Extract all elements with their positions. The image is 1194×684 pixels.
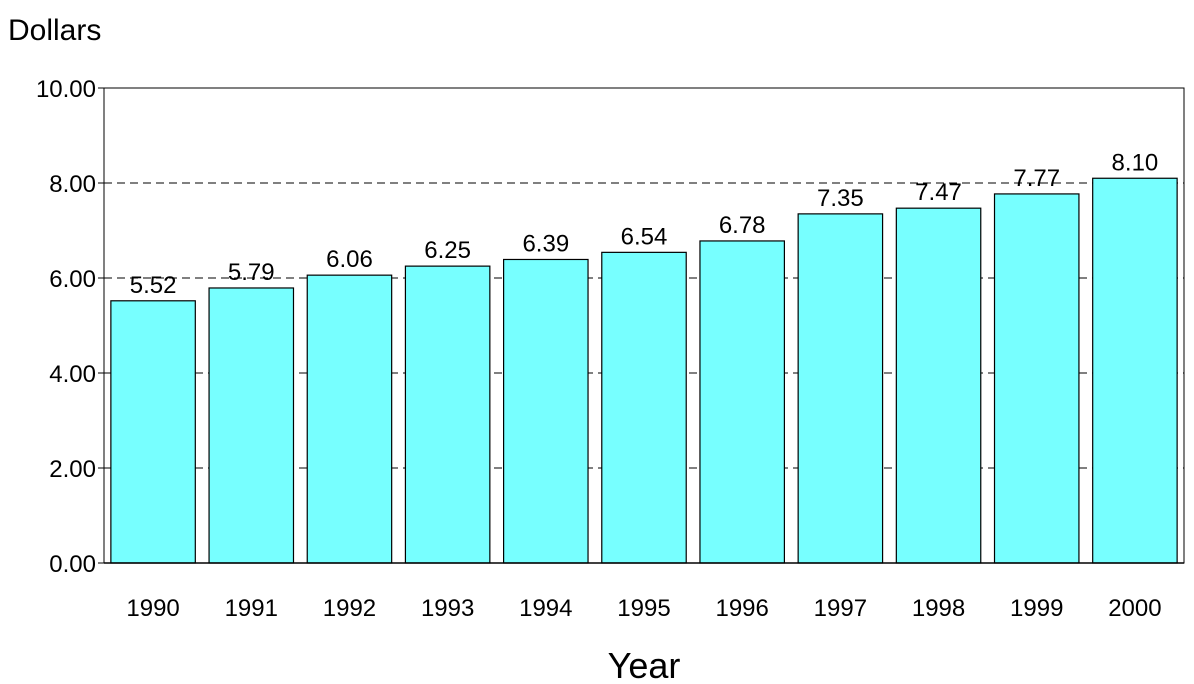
y-tick-label: 0.00 xyxy=(49,551,96,578)
y-axis-label: Dollars xyxy=(8,14,101,47)
x-tick-label: 1993 xyxy=(421,595,474,622)
bar xyxy=(1092,177,1178,564)
x-tick-label: 1995 xyxy=(617,595,670,622)
x-tick-label: 1996 xyxy=(715,595,768,622)
data-label: 6.25 xyxy=(424,237,471,264)
data-label: 6.06 xyxy=(326,246,373,273)
x-tick-label: 1991 xyxy=(225,595,278,622)
data-label: 5.79 xyxy=(228,259,275,286)
bar xyxy=(895,207,982,564)
bar xyxy=(601,251,687,564)
y-tick-label: 6.00 xyxy=(49,266,96,293)
bar xyxy=(699,240,785,564)
data-label: 8.10 xyxy=(1112,149,1159,176)
y-tick-label: 8.00 xyxy=(49,171,96,198)
bar xyxy=(404,265,491,564)
x-tick-label: 1990 xyxy=(126,595,179,622)
bar xyxy=(503,258,589,564)
x-tick-label: 2000 xyxy=(1108,595,1161,622)
data-label: 6.39 xyxy=(522,230,569,257)
data-label: 7.77 xyxy=(1013,165,1060,192)
data-label: 7.47 xyxy=(915,179,962,206)
x-tick-label: 1994 xyxy=(519,595,572,622)
data-label: 5.52 xyxy=(130,272,177,299)
x-tick-label: 1997 xyxy=(814,595,867,622)
x-tick-label: 1992 xyxy=(323,595,376,622)
bar xyxy=(797,213,884,564)
x-axis-label: Year xyxy=(608,645,681,684)
bar xyxy=(993,193,1080,564)
y-tick-label: 10.00 xyxy=(36,76,96,103)
bar xyxy=(306,274,393,564)
bar xyxy=(208,287,295,564)
x-tick-label: 1998 xyxy=(912,595,965,622)
y-tick-label: 2.00 xyxy=(49,456,96,483)
x-tick-label: 1999 xyxy=(1010,595,1063,622)
data-label: 6.78 xyxy=(719,212,766,239)
y-tick-label: 4.00 xyxy=(49,361,96,388)
bar xyxy=(110,300,196,564)
data-label: 7.35 xyxy=(817,185,864,212)
data-label: 6.54 xyxy=(621,223,668,250)
